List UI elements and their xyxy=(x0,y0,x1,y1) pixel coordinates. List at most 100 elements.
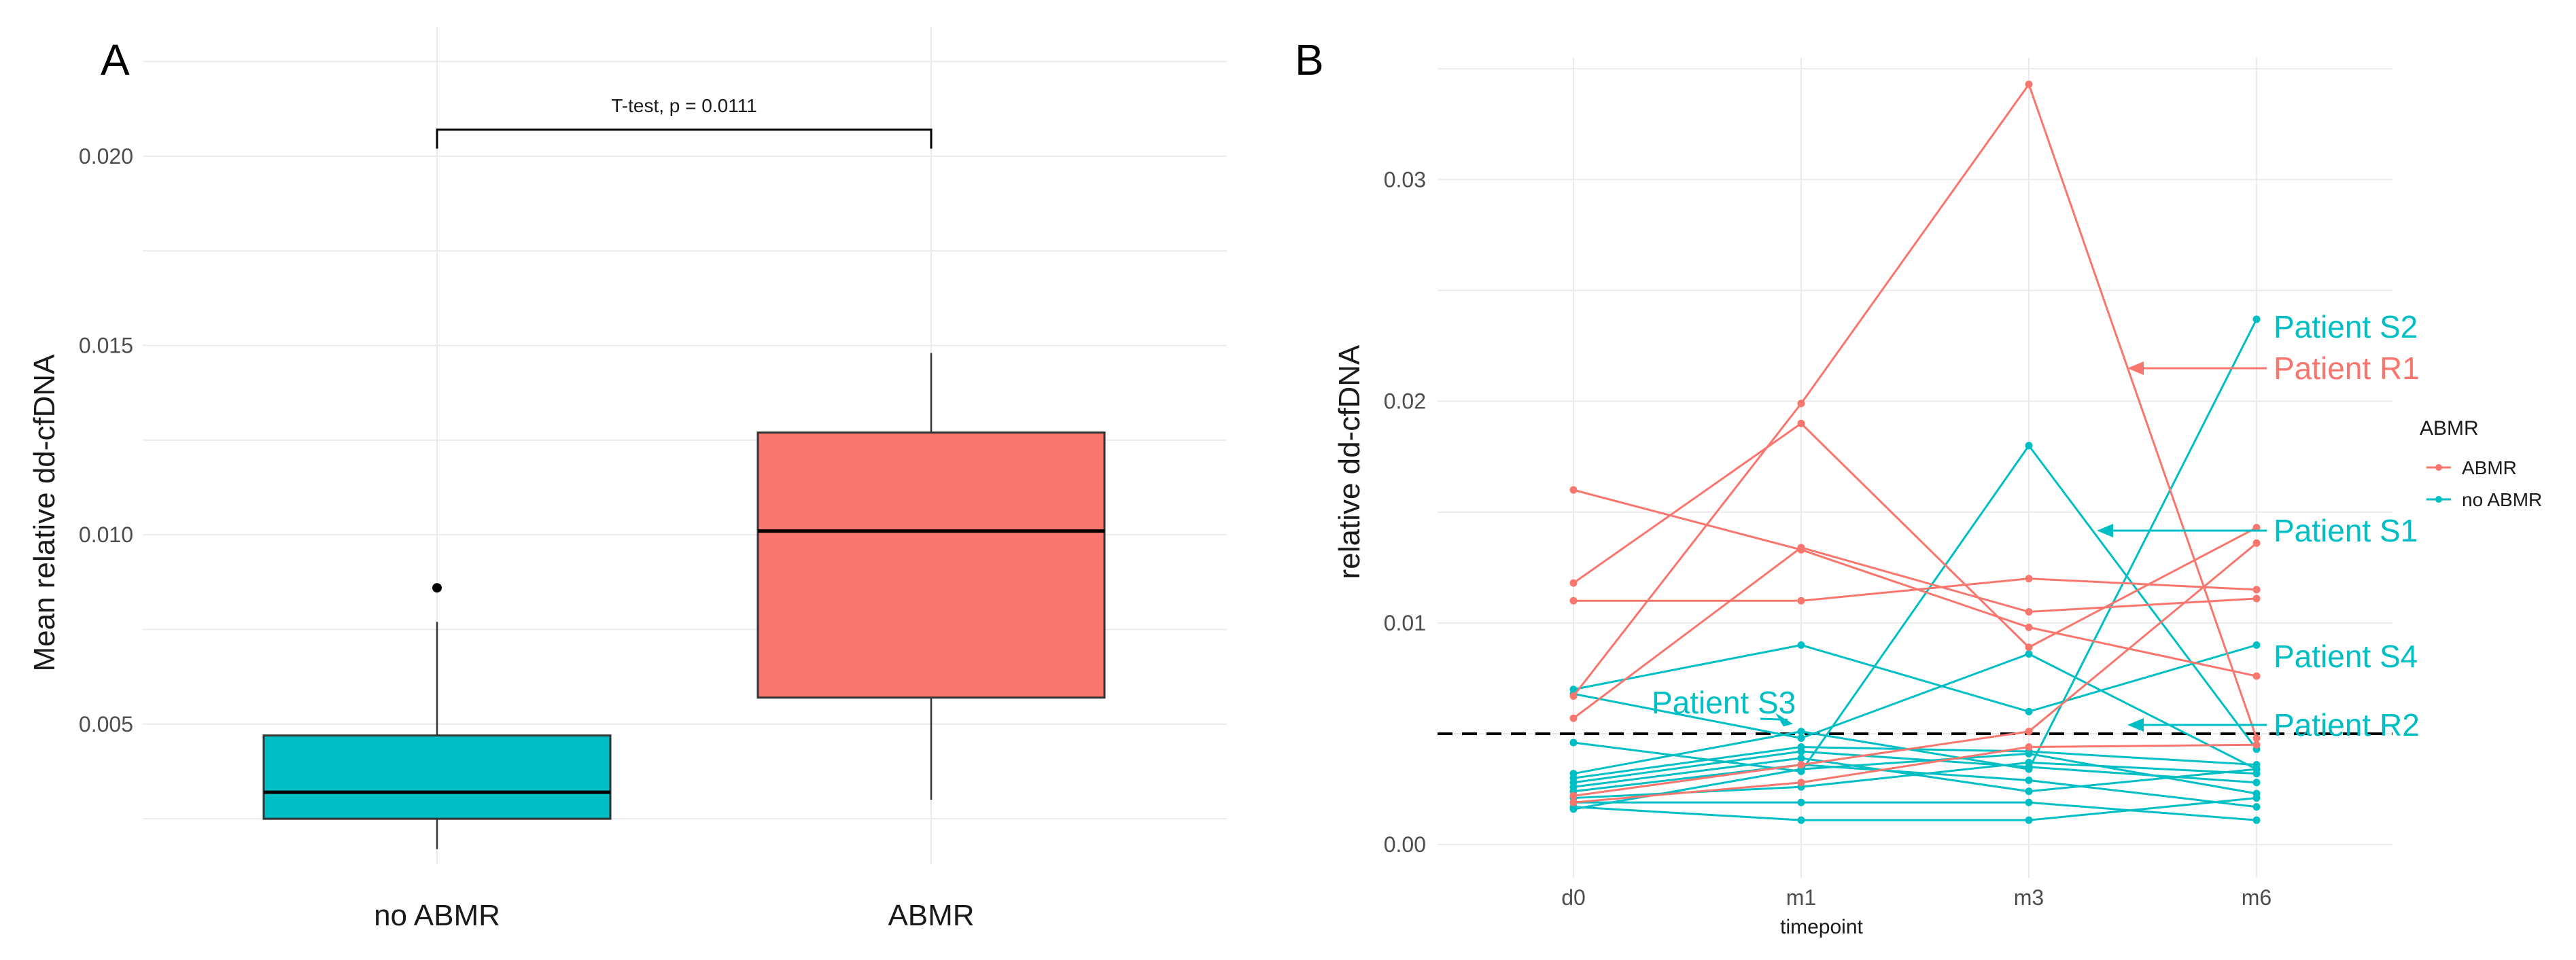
series-point xyxy=(2025,80,2033,88)
series-abmr-6 xyxy=(1569,741,2261,806)
series-point xyxy=(1569,692,1578,700)
box-iqr xyxy=(756,431,1106,699)
panel-a: A 0.005 0.010 0.015 0.020 T-test, p = 0.011… xyxy=(28,27,1227,932)
b-y-tick-label: 0.02 xyxy=(1384,389,1426,414)
series-line xyxy=(1573,319,2258,775)
annotation-arrow-head xyxy=(2097,524,2113,537)
series-point xyxy=(2252,586,2261,594)
a-y-tick-label: 0.015 xyxy=(79,334,133,358)
series-line xyxy=(1573,577,2257,602)
annotation-label: Patient S1 xyxy=(2274,513,2418,548)
series-line xyxy=(1573,750,2257,784)
legend-label-no-abmr: no ABMR xyxy=(2462,489,2542,510)
legend-item-no-abmr: no ABMR xyxy=(2426,489,2542,510)
a-y-tick-label: 0.010 xyxy=(79,522,133,547)
series-point xyxy=(2252,789,2261,798)
annotation-label: Patient S4 xyxy=(2274,639,2418,674)
series-point xyxy=(1797,761,1805,769)
series-abmr-0 xyxy=(1569,486,2261,680)
legend-title: ABMR xyxy=(2420,417,2479,440)
series-point xyxy=(2252,734,2261,742)
series-line xyxy=(1573,542,2257,797)
series-point xyxy=(2252,803,2261,811)
series-point xyxy=(1797,544,1805,552)
series-point xyxy=(2252,779,2261,787)
series-point xyxy=(2025,643,2033,652)
series-line xyxy=(1573,444,2258,773)
panel-b-annotations: Patient S2 Patient R1 Patient S1 Patient S4… xyxy=(1652,309,2420,743)
series-point xyxy=(2025,608,2033,616)
panel-a-boxes xyxy=(262,353,1106,849)
panel-b-x-axis-title: timepoint xyxy=(1780,916,1863,938)
series-point xyxy=(1797,399,1805,408)
b-x-category-label: m3 xyxy=(2014,885,2044,910)
outlier-point-0 xyxy=(432,583,442,593)
series-line xyxy=(1573,422,2257,649)
annotation-label: Patient S2 xyxy=(2274,309,2418,344)
series-line xyxy=(1573,546,2257,719)
series-point xyxy=(1797,641,1805,649)
panel-a-label: A xyxy=(101,35,130,84)
a-y-tick-label: 0.020 xyxy=(79,144,133,168)
legend-key-abmr-point xyxy=(2435,464,2442,471)
series-abmr-2 xyxy=(1569,575,2261,605)
b-x-category-label: m6 xyxy=(2242,885,2272,910)
panel-b-grid xyxy=(1438,58,2392,878)
series-abmr-4 xyxy=(1569,544,2261,722)
series-point xyxy=(2025,758,2033,766)
series-point xyxy=(1797,597,1805,605)
series-point xyxy=(1797,419,1805,427)
series-line xyxy=(1573,652,2257,770)
comparison-bracket xyxy=(436,128,933,149)
series-line xyxy=(1573,643,2257,713)
series-no-abmr-17 xyxy=(1569,794,2261,824)
annotation-arrow-head xyxy=(2127,361,2144,375)
series-point xyxy=(1797,754,1805,762)
series-point xyxy=(2025,787,2033,796)
series-point xyxy=(2025,707,2033,715)
series-point xyxy=(2252,816,2261,824)
series-point xyxy=(1569,792,1578,800)
series-point xyxy=(2025,743,2033,751)
series-point xyxy=(1797,734,1805,742)
series-abmr-5 xyxy=(1569,539,2261,800)
b-y-tick-label: 0.00 xyxy=(1384,832,1426,857)
series-line xyxy=(1573,797,2257,821)
series-point xyxy=(2025,749,2033,758)
panel-b-label: B xyxy=(1295,35,1324,84)
b-y-tick-label: 0.03 xyxy=(1384,167,1426,192)
series-point xyxy=(1797,779,1805,787)
b-x-category-label: m1 xyxy=(1786,885,1816,910)
series-point xyxy=(2025,776,2033,784)
series-point xyxy=(2252,594,2261,603)
series-point xyxy=(2252,741,2261,749)
annotation-label: Patient S3 xyxy=(1652,685,1796,720)
series-line xyxy=(1572,82,2258,739)
series-point xyxy=(1569,579,1578,587)
series-point xyxy=(1797,798,1805,806)
panel-a-comparison: T-test, p = 0.0111 xyxy=(436,95,933,149)
panel-b-x-categories: d0 m1 m3 m6 xyxy=(1561,885,2272,910)
legend-label-abmr: ABMR xyxy=(2462,457,2517,478)
annotation-patient-s1: Patient S1 xyxy=(2097,513,2418,548)
series-point xyxy=(2252,315,2261,323)
series-point xyxy=(1569,714,1578,722)
series-point xyxy=(2025,623,2033,631)
series-point xyxy=(1569,597,1578,605)
series-point xyxy=(1797,728,1805,736)
series-point xyxy=(1569,805,1578,813)
series-line xyxy=(1573,801,2257,821)
series-point xyxy=(2252,672,2261,680)
panel-a-x-categories: no ABMR ABMR xyxy=(374,899,975,932)
a-x-category-label: no ABMR xyxy=(374,899,500,932)
series-point xyxy=(1797,747,1805,755)
box-no-abmr xyxy=(262,583,612,849)
series-point xyxy=(1569,739,1578,747)
series-point xyxy=(2252,770,2261,778)
series-point xyxy=(2025,728,2033,736)
annotation-patient-s4: Patient S4 xyxy=(2274,639,2418,674)
annotation-patient-s2: Patient S2 xyxy=(2274,309,2418,344)
series-no-abmr-18 xyxy=(1569,749,2261,813)
annotation-arrow-head xyxy=(2127,718,2144,732)
panel-b: B 0.000.010.020.03 d0 m1 m3 m6 Patient S2Pa… xyxy=(1295,35,2542,938)
